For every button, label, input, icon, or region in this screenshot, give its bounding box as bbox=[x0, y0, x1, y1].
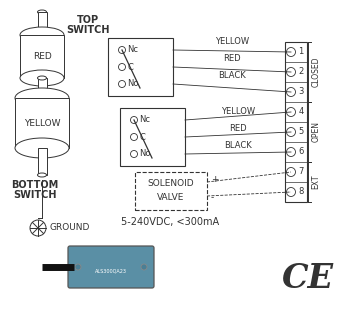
Text: OPEN: OPEN bbox=[311, 122, 321, 142]
Text: EXT: EXT bbox=[311, 175, 321, 189]
Ellipse shape bbox=[20, 70, 64, 86]
FancyBboxPatch shape bbox=[68, 246, 154, 288]
Circle shape bbox=[119, 47, 126, 54]
Text: YELLOW: YELLOW bbox=[24, 118, 60, 128]
Text: 3: 3 bbox=[298, 88, 304, 96]
Bar bbox=[135, 172, 207, 210]
Ellipse shape bbox=[20, 27, 64, 43]
Text: +: + bbox=[211, 175, 219, 185]
Text: Nc: Nc bbox=[139, 116, 150, 124]
Text: 8: 8 bbox=[298, 187, 304, 197]
Circle shape bbox=[286, 187, 295, 197]
Circle shape bbox=[130, 151, 137, 158]
Ellipse shape bbox=[38, 173, 47, 177]
Text: RED: RED bbox=[33, 52, 52, 61]
Circle shape bbox=[286, 48, 295, 56]
Text: SWITCH: SWITCH bbox=[13, 190, 57, 200]
Circle shape bbox=[119, 81, 126, 88]
Text: 5-240VDC, <300mA: 5-240VDC, <300mA bbox=[121, 217, 219, 227]
Text: C: C bbox=[139, 133, 145, 141]
Ellipse shape bbox=[15, 88, 69, 108]
Ellipse shape bbox=[38, 33, 47, 37]
Bar bbox=[38, 12, 47, 35]
Circle shape bbox=[286, 107, 295, 117]
Ellipse shape bbox=[38, 10, 47, 14]
Text: 5: 5 bbox=[298, 128, 303, 136]
Text: YELLOW: YELLOW bbox=[221, 107, 255, 116]
Text: RED: RED bbox=[223, 54, 241, 63]
Ellipse shape bbox=[38, 76, 47, 80]
Bar bbox=[285, 42, 307, 202]
Text: RED: RED bbox=[229, 124, 247, 133]
Ellipse shape bbox=[38, 96, 47, 100]
Circle shape bbox=[286, 128, 295, 136]
Text: VALVE: VALVE bbox=[157, 193, 185, 203]
Text: CE: CE bbox=[282, 261, 334, 295]
Circle shape bbox=[286, 67, 295, 77]
Circle shape bbox=[286, 147, 295, 157]
Text: ALS300QA23: ALS300QA23 bbox=[95, 268, 127, 273]
Text: -: - bbox=[211, 193, 214, 203]
Circle shape bbox=[75, 264, 81, 270]
Text: CLOSED: CLOSED bbox=[311, 57, 321, 87]
Text: 6: 6 bbox=[298, 147, 304, 157]
Text: 4: 4 bbox=[298, 107, 303, 117]
Text: No: No bbox=[139, 150, 150, 158]
Text: C: C bbox=[127, 62, 133, 72]
Text: Nc: Nc bbox=[127, 45, 138, 54]
Text: BLACK: BLACK bbox=[218, 71, 246, 80]
Bar bbox=[15, 98, 69, 148]
Bar bbox=[38, 148, 47, 175]
Text: BLACK: BLACK bbox=[224, 141, 252, 150]
Text: No: No bbox=[127, 79, 139, 89]
Text: SOLENOID: SOLENOID bbox=[148, 180, 194, 188]
Circle shape bbox=[141, 264, 147, 270]
Circle shape bbox=[130, 117, 137, 123]
Circle shape bbox=[286, 168, 295, 176]
Bar bbox=[20, 35, 64, 78]
Circle shape bbox=[30, 220, 46, 236]
Text: YELLOW: YELLOW bbox=[215, 37, 249, 46]
Circle shape bbox=[119, 64, 126, 71]
Ellipse shape bbox=[15, 138, 69, 158]
Circle shape bbox=[130, 134, 137, 140]
Text: TOP: TOP bbox=[77, 15, 99, 25]
Bar bbox=[38, 78, 47, 98]
Circle shape bbox=[286, 88, 295, 96]
Text: 7: 7 bbox=[298, 168, 304, 176]
Text: 2: 2 bbox=[298, 67, 303, 77]
Text: 1: 1 bbox=[298, 48, 303, 56]
Text: GROUND: GROUND bbox=[50, 224, 90, 232]
Text: SWITCH: SWITCH bbox=[66, 25, 110, 35]
Bar bbox=[108, 38, 173, 96]
Bar bbox=[120, 108, 185, 166]
Text: BOTTOM: BOTTOM bbox=[11, 180, 58, 190]
